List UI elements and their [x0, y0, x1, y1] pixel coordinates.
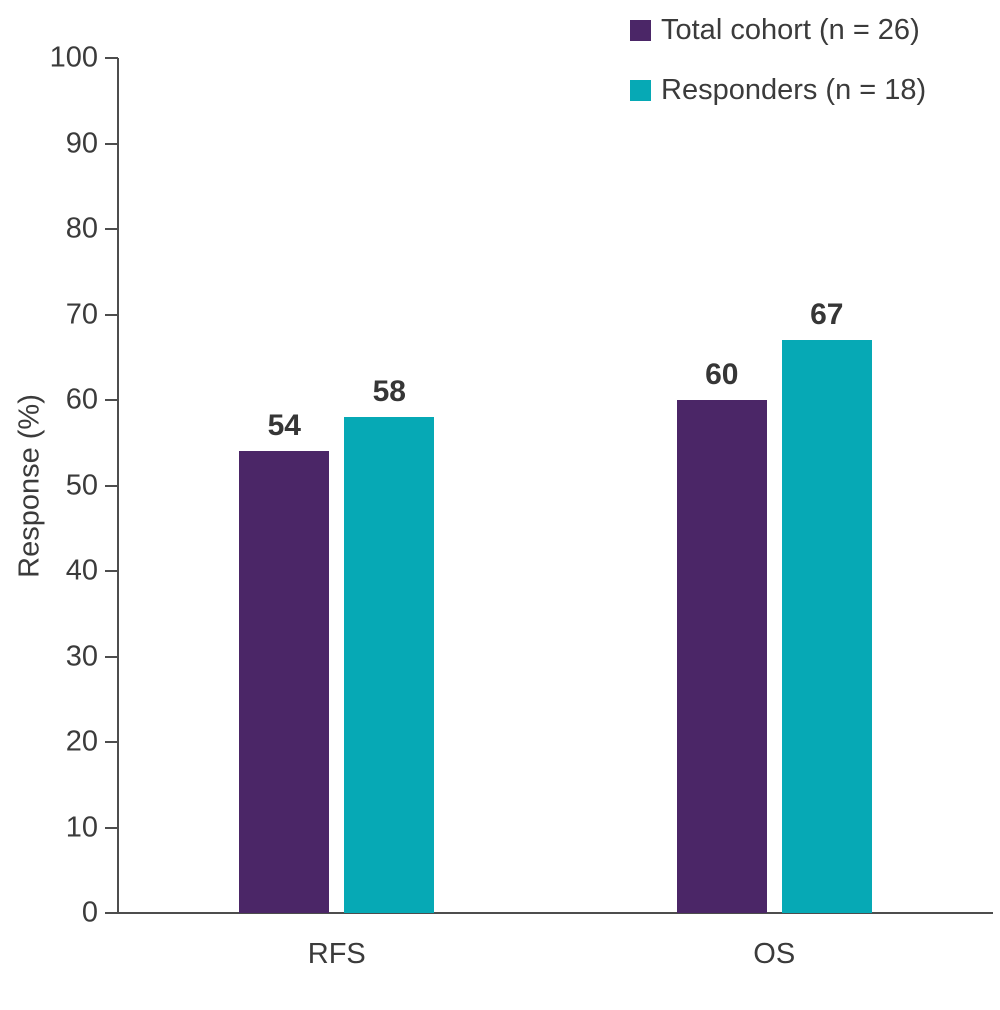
- y-tick-label: 90: [65, 127, 98, 159]
- y-tick-mark: [105, 570, 118, 572]
- x-category-label-os: OS: [753, 938, 796, 970]
- y-tick-label: 10: [65, 811, 98, 843]
- legend-entry-total-cohort: Total cohort (n = 26): [630, 14, 926, 46]
- bar-value-label: 54: [267, 409, 301, 443]
- y-tick-mark: [105, 655, 118, 658]
- y-tick-mark: [105, 912, 118, 914]
- legend-entry-responders: Responders (n = 18): [630, 74, 926, 106]
- bar-value-label: 67: [810, 298, 844, 332]
- y-tick-mark: [105, 228, 118, 230]
- y-tick-label: 80: [65, 212, 98, 245]
- x-category-label-rfs: RFS: [307, 938, 366, 970]
- bar-os-series-0: [676, 400, 767, 913]
- y-tick-label: 60: [65, 383, 98, 416]
- y-tick-label: 30: [65, 640, 98, 672]
- y-tick-label: 40: [65, 554, 98, 587]
- y-axis-line: [117, 58, 119, 914]
- y-tick-mark: [105, 57, 118, 59]
- y-tick-label: 20: [65, 725, 98, 758]
- legend-label-responders: Responders (n = 18): [661, 73, 927, 106]
- y-tick-mark: [105, 826, 118, 829]
- legend: Total cohort (n = 26) Responders (n = 18…: [630, 14, 926, 134]
- y-tick-mark: [105, 399, 118, 401]
- y-tick-mark: [105, 484, 118, 487]
- x-axis-line: [105, 912, 993, 914]
- bar-os-series-1: [781, 340, 872, 913]
- legend-label-total-cohort: Total cohort (n = 26): [661, 13, 920, 46]
- y-tick-mark: [105, 313, 118, 316]
- legend-swatch-total-cohort: [630, 19, 651, 41]
- y-tick-mark: [105, 142, 118, 145]
- y-tick-label: 100: [49, 41, 98, 74]
- y-tick-label: 0: [81, 896, 98, 929]
- y-tick-label: 70: [65, 298, 98, 330]
- bar-rfs-series-0: [239, 451, 330, 913]
- bar-value-label: 58: [372, 375, 406, 409]
- legend-swatch-responders: [630, 79, 651, 101]
- y-tick-label: 50: [65, 469, 98, 501]
- bar-rfs-series-1: [344, 417, 435, 913]
- bar-value-label: 60: [705, 358, 739, 391]
- y-tick-mark: [105, 741, 118, 743]
